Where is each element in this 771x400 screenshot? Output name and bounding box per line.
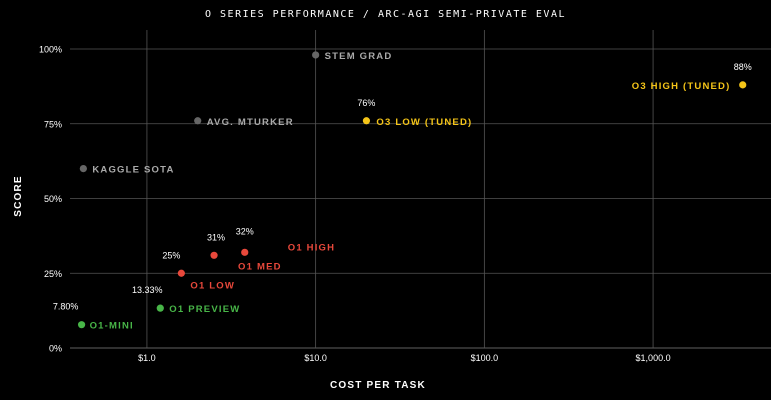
y-tick-label: 50% xyxy=(44,194,62,204)
point-name-label: O3 HIGH (TUNED) xyxy=(632,81,731,92)
x-axis-ticks: $1.0 $10.0 $100.0 $1,000.0 xyxy=(138,353,670,363)
x-tick-label: $10.0 xyxy=(304,353,327,363)
data-point-group: O1-MINI 7.80% xyxy=(53,302,134,332)
point-name-label: O1 HIGH xyxy=(288,242,335,253)
data-point-group: KAGGLE SOTA xyxy=(79,165,174,176)
point-value-label: 25% xyxy=(162,250,180,260)
point-name-label: O1-MINI xyxy=(90,321,134,332)
x-tick-label: $1,000.0 xyxy=(636,353,671,363)
point-name-label: O3 LOW (TUNED) xyxy=(376,117,472,128)
point-name-label: KAGGLE SOTA xyxy=(92,165,174,176)
data-point xyxy=(739,81,747,89)
point-value-label: 76% xyxy=(357,98,375,108)
data-point xyxy=(177,269,185,277)
point-name-label: O1 PREVIEW xyxy=(169,304,240,315)
data-point-group: O1 LOW 25% xyxy=(162,250,235,291)
point-name-label: AVG. MTURKER xyxy=(207,117,294,128)
data-point xyxy=(79,165,87,173)
y-tick-label: 100% xyxy=(39,45,62,55)
data-point xyxy=(156,304,164,312)
data-point xyxy=(210,251,218,259)
data-point-group: O1 HIGH 32% xyxy=(236,226,335,256)
point-value-label: 31% xyxy=(207,232,225,242)
y-tick-label: 75% xyxy=(44,119,62,129)
data-point-group: AVG. MTURKER xyxy=(194,117,294,128)
data-point xyxy=(312,51,320,59)
point-name-label: O1 MED xyxy=(238,261,282,272)
point-name-label: O1 LOW xyxy=(190,280,235,291)
data-point xyxy=(194,117,202,125)
x-tick-label: $1.0 xyxy=(138,353,156,363)
data-point-group: O3 LOW (TUNED)76% xyxy=(357,98,472,128)
chart-title: O SERIES PERFORMANCE / ARC-AGI SEMI-PRIV… xyxy=(205,9,566,20)
data-point-group: STEM GRAD xyxy=(312,51,393,62)
y-tick-label: 25% xyxy=(44,269,62,279)
point-value-label: 32% xyxy=(236,226,254,236)
point-value-label: 7.80% xyxy=(53,302,79,312)
x-axis-label: COST PER TASK xyxy=(330,380,426,391)
data-point-group: O3 HIGH (TUNED)88% xyxy=(632,62,752,92)
y-axis-ticks: 0% 25% 50% 75% 100% xyxy=(39,45,62,354)
data-point-group: O1 MED 31% xyxy=(207,232,282,272)
data-point xyxy=(241,248,249,256)
data-point xyxy=(77,321,86,329)
y-axis-label: SCORE xyxy=(13,175,24,217)
point-name-label: STEM GRAD xyxy=(325,51,393,62)
point-value-label: 88% xyxy=(734,62,752,72)
y-tick-label: 0% xyxy=(49,344,62,354)
data-point xyxy=(362,117,371,125)
data-point-group: O1 PREVIEW 13.33% xyxy=(132,285,240,315)
grid-lines xyxy=(70,30,771,349)
x-tick-label: $100.0 xyxy=(471,353,499,363)
point-value-label: 13.33% xyxy=(132,285,163,295)
